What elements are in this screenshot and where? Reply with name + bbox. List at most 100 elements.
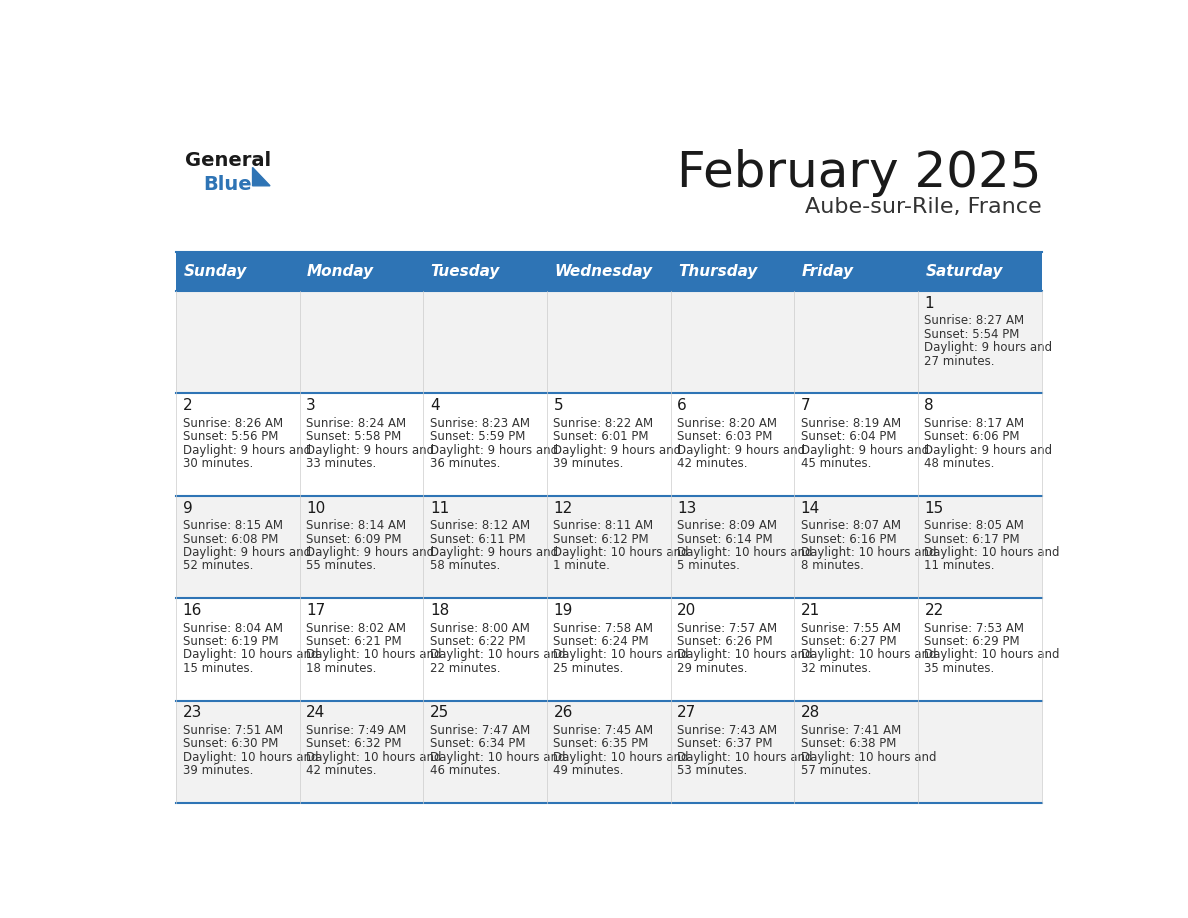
Text: Sunset: 6:35 PM: Sunset: 6:35 PM (554, 737, 649, 750)
Text: Sunset: 6:30 PM: Sunset: 6:30 PM (183, 737, 278, 750)
Text: Sunset: 6:26 PM: Sunset: 6:26 PM (677, 635, 772, 648)
Text: Sunset: 6:27 PM: Sunset: 6:27 PM (801, 635, 897, 648)
Text: Daylight: 10 hours and: Daylight: 10 hours and (307, 751, 442, 764)
Text: 15: 15 (924, 501, 943, 516)
Text: Sunrise: 8:14 AM: Sunrise: 8:14 AM (307, 520, 406, 532)
Text: 27 minutes.: 27 minutes. (924, 354, 994, 368)
Text: Sunrise: 7:49 AM: Sunrise: 7:49 AM (307, 724, 406, 737)
Text: Monday: Monday (308, 263, 374, 279)
Polygon shape (253, 167, 270, 185)
Text: Sunset: 5:56 PM: Sunset: 5:56 PM (183, 431, 278, 443)
Text: Sunset: 6:16 PM: Sunset: 6:16 PM (801, 532, 897, 545)
Text: 18: 18 (430, 603, 449, 618)
Text: Sunset: 5:59 PM: Sunset: 5:59 PM (430, 431, 525, 443)
Bar (546, 599, 671, 700)
Text: Daylight: 10 hours and: Daylight: 10 hours and (554, 546, 689, 559)
Text: 8: 8 (924, 398, 934, 413)
Text: Sunset: 6:12 PM: Sunset: 6:12 PM (554, 532, 649, 545)
Text: Sunrise: 7:43 AM: Sunrise: 7:43 AM (677, 724, 777, 737)
Text: 5: 5 (554, 398, 563, 413)
Bar (671, 252, 795, 291)
Bar (918, 291, 1042, 394)
Text: Sunset: 6:11 PM: Sunset: 6:11 PM (430, 532, 525, 545)
Bar (671, 394, 795, 496)
Bar (671, 599, 795, 700)
Text: 36 minutes.: 36 minutes. (430, 457, 500, 470)
Text: 17: 17 (307, 603, 326, 618)
Text: February 2025: February 2025 (677, 149, 1042, 197)
Text: 1 minute.: 1 minute. (554, 559, 611, 573)
Text: 27: 27 (677, 705, 696, 721)
Bar (423, 700, 546, 803)
Text: Sunset: 6:01 PM: Sunset: 6:01 PM (554, 431, 649, 443)
Text: Sunrise: 7:55 AM: Sunrise: 7:55 AM (801, 621, 901, 634)
Text: Sunrise: 7:45 AM: Sunrise: 7:45 AM (554, 724, 653, 737)
Text: Daylight: 10 hours and: Daylight: 10 hours and (801, 546, 936, 559)
Bar (671, 291, 795, 394)
Bar (546, 394, 671, 496)
Bar (671, 700, 795, 803)
Text: Daylight: 10 hours and: Daylight: 10 hours and (430, 648, 565, 661)
Bar (795, 496, 918, 599)
Text: 8 minutes.: 8 minutes. (801, 559, 864, 573)
Text: Daylight: 9 hours and: Daylight: 9 hours and (183, 443, 311, 456)
Text: Daylight: 10 hours and: Daylight: 10 hours and (801, 648, 936, 661)
Text: Sunset: 6:14 PM: Sunset: 6:14 PM (677, 532, 772, 545)
Bar (795, 291, 918, 394)
Text: 7: 7 (801, 398, 810, 413)
Text: 13: 13 (677, 501, 696, 516)
Text: Daylight: 9 hours and: Daylight: 9 hours and (430, 546, 558, 559)
Text: Sunset: 6:21 PM: Sunset: 6:21 PM (307, 635, 402, 648)
Text: 33 minutes.: 33 minutes. (307, 457, 377, 470)
Text: Sunset: 6:32 PM: Sunset: 6:32 PM (307, 737, 402, 750)
Text: Wednesday: Wednesday (555, 263, 652, 279)
Text: Sunset: 6:04 PM: Sunset: 6:04 PM (801, 431, 896, 443)
Text: Sunrise: 7:53 AM: Sunrise: 7:53 AM (924, 621, 1024, 634)
Text: Sunrise: 8:27 AM: Sunrise: 8:27 AM (924, 315, 1024, 328)
Text: Sunrise: 8:02 AM: Sunrise: 8:02 AM (307, 621, 406, 634)
Text: Daylight: 10 hours and: Daylight: 10 hours and (430, 751, 565, 764)
Text: Daylight: 9 hours and: Daylight: 9 hours and (801, 443, 929, 456)
Text: Daylight: 10 hours and: Daylight: 10 hours and (183, 648, 318, 661)
Text: Tuesday: Tuesday (431, 263, 500, 279)
Text: 11: 11 (430, 501, 449, 516)
Text: Daylight: 9 hours and: Daylight: 9 hours and (554, 443, 682, 456)
Text: 46 minutes.: 46 minutes. (430, 764, 500, 778)
Text: 22 minutes.: 22 minutes. (430, 662, 500, 675)
Text: 25 minutes.: 25 minutes. (554, 662, 624, 675)
Text: Sunrise: 8:22 AM: Sunrise: 8:22 AM (554, 417, 653, 430)
Text: Sunset: 6:22 PM: Sunset: 6:22 PM (430, 635, 525, 648)
Text: Daylight: 10 hours and: Daylight: 10 hours and (801, 751, 936, 764)
Text: 2: 2 (183, 398, 192, 413)
Bar (423, 252, 546, 291)
Bar (795, 599, 918, 700)
Text: 23: 23 (183, 705, 202, 721)
Text: 39 minutes.: 39 minutes. (183, 764, 253, 778)
Text: Daylight: 10 hours and: Daylight: 10 hours and (924, 648, 1060, 661)
Bar (423, 599, 546, 700)
Text: 16: 16 (183, 603, 202, 618)
Text: Sunrise: 7:57 AM: Sunrise: 7:57 AM (677, 621, 777, 634)
Text: Daylight: 10 hours and: Daylight: 10 hours and (554, 648, 689, 661)
Text: 48 minutes.: 48 minutes. (924, 457, 994, 470)
Text: 57 minutes.: 57 minutes. (801, 764, 871, 778)
Text: 39 minutes.: 39 minutes. (554, 457, 624, 470)
Text: Sunrise: 8:15 AM: Sunrise: 8:15 AM (183, 520, 283, 532)
Text: Daylight: 10 hours and: Daylight: 10 hours and (924, 546, 1060, 559)
Text: Sunrise: 8:04 AM: Sunrise: 8:04 AM (183, 621, 283, 634)
Text: 14: 14 (801, 501, 820, 516)
Text: Sunrise: 7:51 AM: Sunrise: 7:51 AM (183, 724, 283, 737)
Text: 35 minutes.: 35 minutes. (924, 662, 994, 675)
Bar (423, 394, 546, 496)
Bar (176, 394, 299, 496)
Text: Sunset: 6:19 PM: Sunset: 6:19 PM (183, 635, 278, 648)
Text: Sunrise: 8:05 AM: Sunrise: 8:05 AM (924, 520, 1024, 532)
Text: 28: 28 (801, 705, 820, 721)
Text: 25: 25 (430, 705, 449, 721)
Text: Sunrise: 8:11 AM: Sunrise: 8:11 AM (554, 520, 653, 532)
Text: 42 minutes.: 42 minutes. (677, 457, 747, 470)
Bar (299, 599, 423, 700)
Text: Daylight: 10 hours and: Daylight: 10 hours and (677, 648, 813, 661)
Bar (918, 599, 1042, 700)
Text: 12: 12 (554, 501, 573, 516)
